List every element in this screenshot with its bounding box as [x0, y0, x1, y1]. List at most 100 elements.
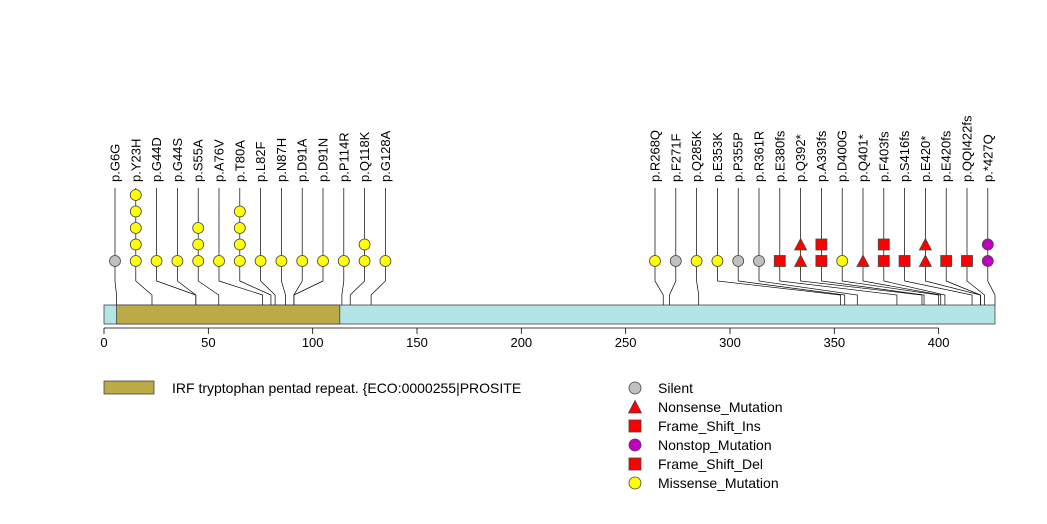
mutation-connector: [239, 261, 272, 305]
mutation-connector: [717, 261, 841, 305]
mutation-label: p.E420fs: [939, 130, 954, 182]
mutation-connector: [156, 261, 197, 305]
missense-mutation-marker: [711, 255, 724, 267]
mutation-label: p.G128A: [378, 130, 393, 182]
missense-mutation-marker: [628, 476, 642, 490]
missense-mutation-marker: [213, 255, 225, 267]
mutation-connector: [966, 261, 985, 305]
axis-tick-label: 50: [201, 335, 215, 350]
nonsense-mutation-marker: [627, 399, 643, 414]
missense-mutation-marker: [358, 238, 371, 251]
domain-irf-tryptophan-pentad-repeat-e: [116, 304, 341, 325]
mutation-connector: [800, 261, 923, 305]
mutation-connector: [135, 261, 153, 305]
missense-mutation-marker: [379, 255, 392, 267]
mutation-label: p.Q401*: [856, 134, 871, 182]
mutation-label: p.L82F: [253, 141, 268, 182]
frame-shift-del-marker: [940, 255, 953, 267]
silent-marker: [753, 255, 765, 267]
axis-tick-label: 400: [928, 335, 950, 350]
mutation-connector: [904, 261, 973, 305]
axis-tick-label: 250: [615, 335, 637, 350]
missense-mutation-marker: [192, 238, 205, 251]
missense-mutation-marker: [129, 255, 142, 267]
mutation-connector: [883, 261, 946, 305]
missense-mutation-marker: [192, 222, 205, 234]
domain-legend: IRF tryptophan pentad repeat. {ECO:00002…: [103, 380, 521, 396]
mutation-connector: [341, 261, 345, 305]
mutation-connector: [260, 261, 276, 305]
axis-tick-label: 200: [510, 335, 532, 350]
nonsense-mutation-marker: [793, 254, 808, 267]
missense-mutation-marker: [233, 205, 246, 218]
mutation-label: p.Q285K: [689, 130, 704, 182]
mutation-label: p.P355P: [731, 132, 746, 182]
missense-mutation-marker: [690, 255, 703, 267]
nonstop-mutation-marker: [981, 238, 994, 251]
mutation-connector: [293, 261, 324, 305]
axis-tick-label: 300: [719, 335, 741, 350]
mutation-connector: [737, 261, 846, 305]
missense-mutation-marker: [150, 255, 163, 267]
mutation-label: p.R268Q: [648, 130, 663, 182]
missense-mutation-marker: [171, 255, 184, 267]
mutation-connector: [218, 261, 263, 305]
mutation-connector: [779, 261, 898, 305]
axis-tick-label: 350: [823, 335, 845, 350]
mutation-label: p.E353K: [710, 132, 725, 182]
mutation-label: p.N87H: [274, 138, 289, 182]
nonsense-mutation-marker: [918, 237, 933, 251]
mutation-label: p.Q118K: [357, 131, 372, 182]
missense-mutation-marker: [275, 255, 288, 267]
mutation-connector: [862, 261, 942, 305]
missense-mutation-marker: [192, 255, 205, 267]
mutation-connector: [987, 261, 996, 305]
mutation-connector: [945, 261, 981, 305]
mutation-label: p.G44D: [149, 137, 164, 182]
mutation-stems: [114, 188, 989, 261]
legend-label-nonsense-mutation: Nonsense_Mutation: [658, 399, 783, 415]
mutation-connector: [370, 261, 386, 305]
silent-marker: [109, 255, 121, 267]
frame-shift-del-marker: [877, 255, 890, 267]
frame-shift-del-marker: [628, 457, 642, 471]
x-axis: 0 50 100 150 200 250 300 350 400: [100, 327, 950, 350]
mutation-label: p.S55A: [191, 139, 206, 182]
mutation-connector: [696, 261, 700, 305]
silent-marker: [669, 255, 682, 267]
mutation-label: p.E420*: [918, 136, 933, 182]
silent-marker: [732, 255, 745, 267]
mutation-connector: [349, 261, 365, 305]
mutation-connector: [293, 261, 303, 305]
axis-tick-label: 100: [302, 335, 324, 350]
mutation-connector: [197, 261, 220, 305]
legend-label-nonstop-mutation: Nonstop_Mutation: [658, 437, 772, 453]
mutation-label: p.A393fs: [814, 130, 829, 182]
mutation-connectors: [114, 261, 996, 305]
mutation-connector: [177, 261, 197, 305]
frame-shift-del-marker: [898, 255, 911, 267]
mutation-labels: p.G6G p.Y23H p.G44D p.G44S p.S55A p.A76V p.T80…: [108, 115, 996, 182]
mutation-label: p.Q392*: [793, 134, 808, 182]
legend-label-silent: Silent: [658, 380, 693, 396]
frame-shift-ins-marker: [877, 238, 890, 251]
legend-label-missense-mutation: Missense_Mutation: [658, 475, 779, 491]
mutation-label: p.Y23H: [128, 139, 143, 182]
silent-marker: [628, 381, 642, 395]
mutation-label: p.*427Q: [980, 134, 995, 182]
missense-mutation-marker: [649, 255, 661, 267]
missense-mutation-marker: [233, 255, 246, 267]
mutation-connector: [654, 261, 664, 305]
legend-label-frame-shift-ins: Frame_Shift_Ins: [658, 418, 761, 434]
frame-shift-ins-marker: [815, 238, 828, 251]
mutation-label: p.P114R: [336, 132, 351, 182]
mutation-connector: [281, 261, 286, 305]
missense-mutation-marker: [129, 205, 142, 218]
mutation-markers: [109, 189, 994, 267]
missense-mutation-marker: [233, 222, 246, 234]
missense-mutation-marker: [337, 255, 350, 267]
missense-mutation-marker: [129, 238, 142, 251]
mutation-label: p.G44S: [170, 138, 185, 182]
frame-shift-del-marker: [815, 255, 828, 267]
mutation-label: p.F271F: [668, 134, 683, 182]
